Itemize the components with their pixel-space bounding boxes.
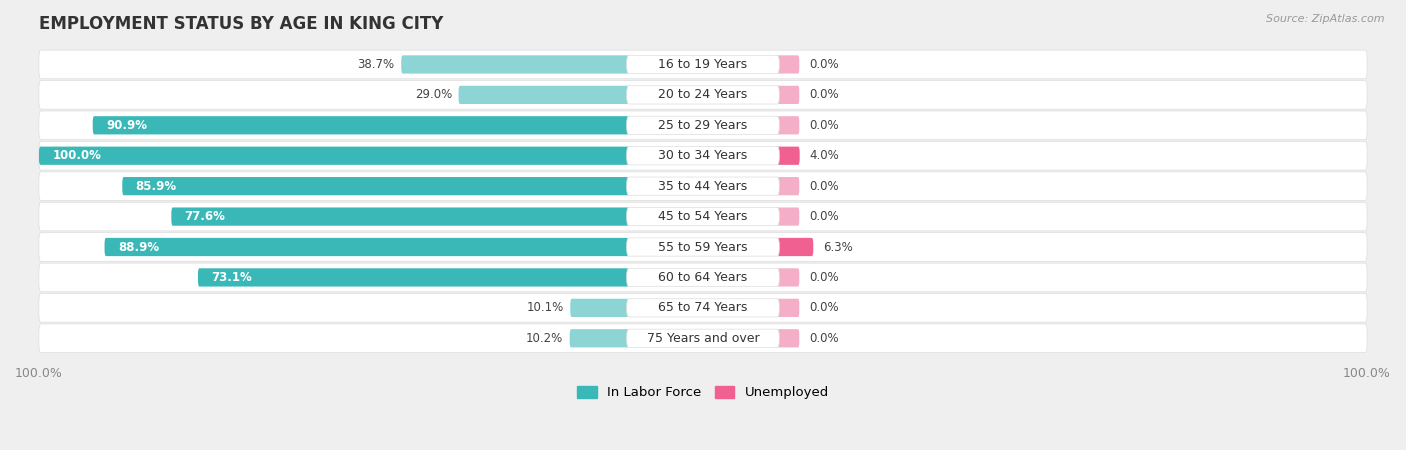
Text: 29.0%: 29.0%: [415, 88, 451, 101]
Text: 30 to 34 Years: 30 to 34 Years: [658, 149, 748, 162]
FancyBboxPatch shape: [776, 329, 799, 347]
FancyBboxPatch shape: [39, 147, 630, 165]
Text: 10.1%: 10.1%: [526, 302, 564, 315]
Text: Source: ZipAtlas.com: Source: ZipAtlas.com: [1267, 14, 1385, 23]
Text: 38.7%: 38.7%: [357, 58, 395, 71]
FancyBboxPatch shape: [776, 116, 799, 135]
FancyBboxPatch shape: [39, 50, 1367, 79]
Text: 25 to 29 Years: 25 to 29 Years: [658, 119, 748, 132]
FancyBboxPatch shape: [172, 207, 630, 226]
FancyBboxPatch shape: [39, 81, 1367, 109]
FancyBboxPatch shape: [627, 116, 779, 135]
Text: 16 to 19 Years: 16 to 19 Years: [658, 58, 748, 71]
FancyBboxPatch shape: [776, 268, 799, 287]
FancyBboxPatch shape: [627, 207, 779, 226]
FancyBboxPatch shape: [776, 207, 799, 226]
Text: 75 Years and over: 75 Years and over: [647, 332, 759, 345]
FancyBboxPatch shape: [776, 299, 799, 317]
Text: 4.0%: 4.0%: [810, 149, 839, 162]
FancyBboxPatch shape: [776, 238, 813, 256]
Text: 65 to 74 Years: 65 to 74 Years: [658, 302, 748, 315]
FancyBboxPatch shape: [458, 86, 630, 104]
FancyBboxPatch shape: [198, 268, 630, 287]
FancyBboxPatch shape: [39, 202, 1367, 231]
Text: 60 to 64 Years: 60 to 64 Years: [658, 271, 748, 284]
FancyBboxPatch shape: [93, 116, 630, 135]
FancyBboxPatch shape: [776, 147, 800, 165]
FancyBboxPatch shape: [776, 177, 799, 195]
Text: 100.0%: 100.0%: [52, 149, 101, 162]
Text: EMPLOYMENT STATUS BY AGE IN KING CITY: EMPLOYMENT STATUS BY AGE IN KING CITY: [39, 15, 443, 33]
FancyBboxPatch shape: [122, 177, 630, 195]
FancyBboxPatch shape: [401, 55, 630, 74]
FancyBboxPatch shape: [627, 329, 779, 347]
FancyBboxPatch shape: [39, 293, 1367, 322]
Text: 0.0%: 0.0%: [810, 88, 839, 101]
FancyBboxPatch shape: [776, 86, 799, 104]
Text: 0.0%: 0.0%: [810, 302, 839, 315]
FancyBboxPatch shape: [39, 172, 1367, 200]
Text: 90.9%: 90.9%: [105, 119, 148, 132]
FancyBboxPatch shape: [627, 299, 779, 317]
FancyBboxPatch shape: [627, 268, 779, 287]
FancyBboxPatch shape: [776, 55, 799, 74]
Legend: In Labor Force, Unemployed: In Labor Force, Unemployed: [571, 380, 835, 405]
FancyBboxPatch shape: [571, 299, 630, 317]
FancyBboxPatch shape: [39, 233, 1367, 261]
Text: 45 to 54 Years: 45 to 54 Years: [658, 210, 748, 223]
FancyBboxPatch shape: [39, 324, 1367, 353]
Text: 77.6%: 77.6%: [184, 210, 225, 223]
Text: 0.0%: 0.0%: [810, 332, 839, 345]
Text: 35 to 44 Years: 35 to 44 Years: [658, 180, 748, 193]
Text: 0.0%: 0.0%: [810, 180, 839, 193]
FancyBboxPatch shape: [627, 147, 779, 165]
Text: 73.1%: 73.1%: [211, 271, 252, 284]
FancyBboxPatch shape: [627, 238, 779, 256]
FancyBboxPatch shape: [627, 55, 779, 74]
Text: 0.0%: 0.0%: [810, 58, 839, 71]
FancyBboxPatch shape: [627, 177, 779, 195]
FancyBboxPatch shape: [39, 141, 1367, 170]
Text: 55 to 59 Years: 55 to 59 Years: [658, 240, 748, 253]
Text: 0.0%: 0.0%: [810, 271, 839, 284]
FancyBboxPatch shape: [627, 86, 779, 104]
FancyBboxPatch shape: [104, 238, 630, 256]
Text: 85.9%: 85.9%: [135, 180, 177, 193]
Text: 10.2%: 10.2%: [526, 332, 562, 345]
Text: 0.0%: 0.0%: [810, 119, 839, 132]
FancyBboxPatch shape: [39, 263, 1367, 292]
FancyBboxPatch shape: [39, 111, 1367, 140]
Text: 88.9%: 88.9%: [118, 240, 159, 253]
Text: 20 to 24 Years: 20 to 24 Years: [658, 88, 748, 101]
Text: 0.0%: 0.0%: [810, 210, 839, 223]
Text: 6.3%: 6.3%: [824, 240, 853, 253]
FancyBboxPatch shape: [569, 329, 630, 347]
